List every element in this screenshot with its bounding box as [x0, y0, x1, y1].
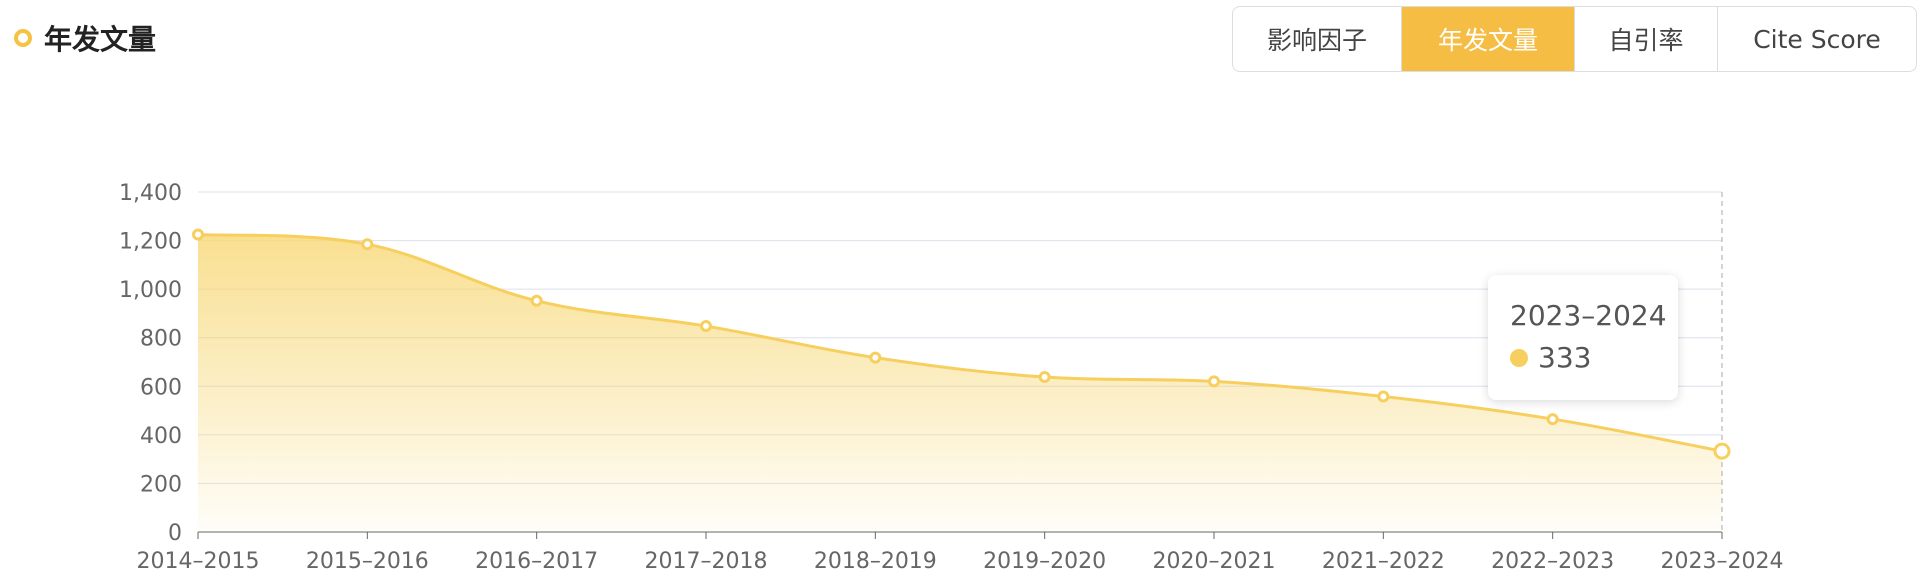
y-tick-label: 800	[140, 327, 182, 352]
area	[198, 234, 1722, 532]
point	[1546, 413, 1559, 426]
tooltip-value: 333	[1538, 341, 1592, 374]
y-tick-label: 1,400	[119, 181, 182, 206]
title-icon	[14, 29, 32, 47]
x-tick-label: 2019–2020	[983, 549, 1106, 574]
point	[1208, 375, 1220, 388]
x-tick-label: 2023–2024	[1661, 549, 1784, 574]
x-tick-label: 2017–2018	[645, 549, 768, 574]
point	[192, 228, 204, 241]
tooltip-category: 2023–2024	[1510, 299, 1667, 332]
y-tick-label: 200	[140, 472, 182, 497]
point	[1038, 371, 1051, 384]
x-tick-label: 2015–2016	[306, 549, 429, 574]
point	[530, 294, 543, 307]
tab[interactable]: 自引率	[1575, 7, 1718, 71]
tab[interactable]: 年发文量	[1402, 7, 1575, 71]
y-tick-label: 1,200	[119, 230, 182, 255]
point	[361, 238, 374, 251]
x-tick-label: 2022–2023	[1491, 549, 1614, 574]
tooltip-dot	[1510, 348, 1528, 367]
x-tick-label: 2021–2022	[1322, 549, 1445, 574]
point	[1713, 442, 1731, 460]
tab[interactable]: 影响因子	[1233, 7, 1402, 71]
point	[700, 320, 712, 333]
y-tick-label: 1,000	[119, 278, 182, 303]
point	[1377, 390, 1390, 403]
line	[197, 233, 1723, 453]
point	[869, 351, 882, 364]
y-tick-label: 0	[168, 521, 182, 546]
section-title: 年发文量	[14, 18, 156, 58]
x-tick-label: 2016–2017	[475, 549, 598, 574]
y-tick-label: 400	[140, 424, 182, 449]
x-tick-label: 2020–2021	[1153, 549, 1276, 574]
tooltip: 2023–2024 333	[1488, 275, 1678, 400]
x-tick-label: 2014–2015	[137, 549, 260, 574]
y-tick-label: 600	[140, 375, 182, 400]
x-tick-label: 2018–2019	[814, 549, 937, 574]
tooltip-value-row: 333	[1510, 341, 1591, 374]
tab-bar: 影响因子 年发文量 自引率 Cite Score	[1232, 6, 1917, 72]
title-text: 年发文量	[44, 23, 157, 56]
tab[interactable]: Cite Score	[1753, 24, 1881, 54]
